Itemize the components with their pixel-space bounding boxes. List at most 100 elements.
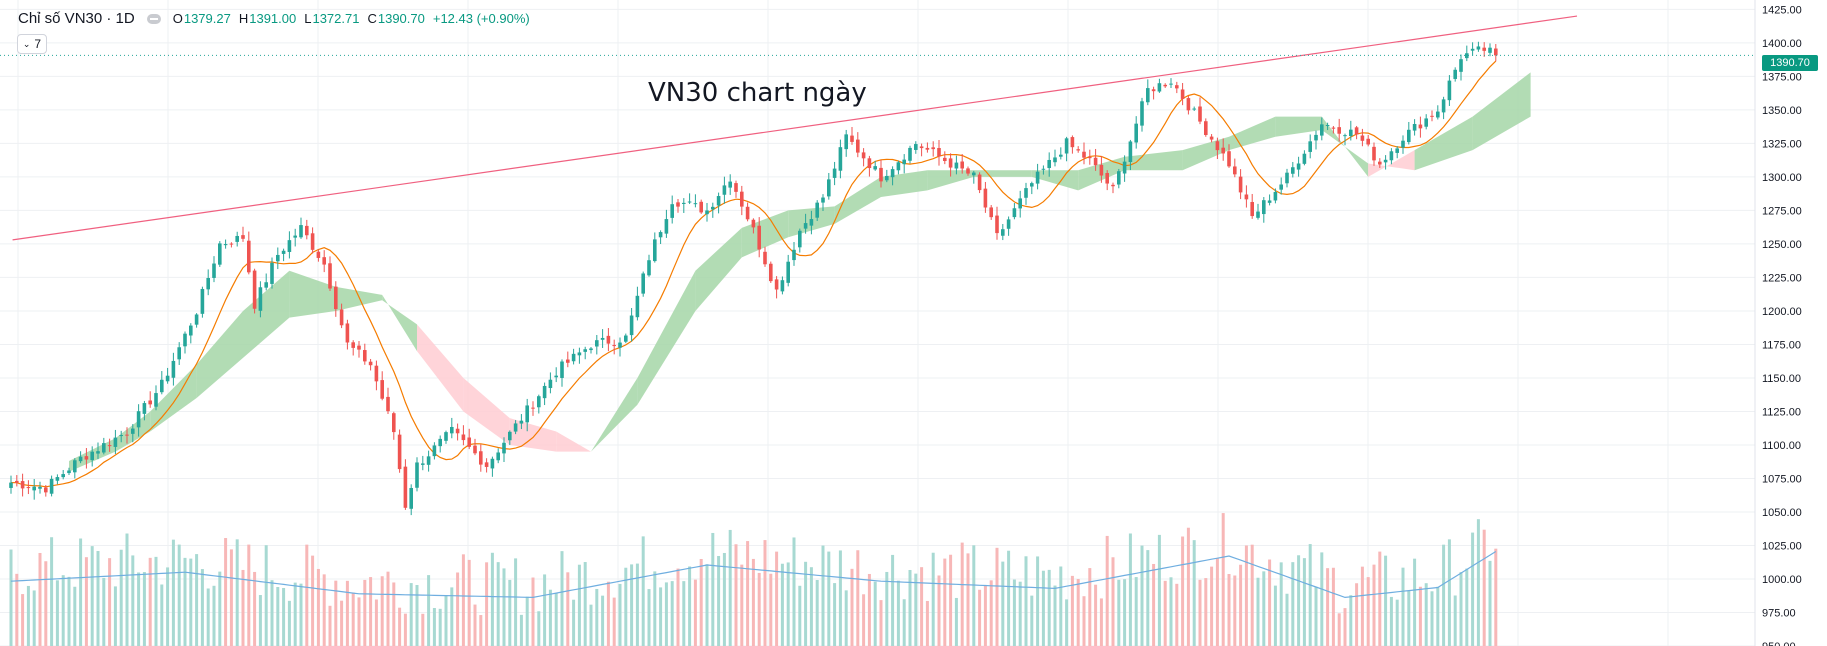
- candle-body: [392, 413, 396, 433]
- candle-body: [827, 179, 831, 197]
- volume-bar: [746, 541, 750, 646]
- candle-body: [432, 445, 437, 457]
- candle-body: [740, 191, 744, 207]
- candle-body: [1047, 159, 1051, 169]
- candle-body: [676, 202, 680, 207]
- volume-bar: [1244, 545, 1248, 646]
- candle-body: [229, 243, 234, 245]
- y-tick-label: 1125.00: [1762, 406, 1801, 418]
- volume-bar: [833, 583, 837, 646]
- candle-body: [322, 257, 326, 265]
- candle-body: [328, 263, 332, 289]
- candle-body: [160, 379, 164, 393]
- volume-bar: [1494, 548, 1498, 646]
- volume-bar: [67, 576, 71, 646]
- candle-body: [345, 323, 350, 343]
- candle-body: [1314, 134, 1318, 141]
- low-value: 1372.71: [312, 11, 360, 26]
- volume-bar: [1041, 570, 1045, 646]
- candle-body: [1279, 184, 1283, 190]
- candle-body: [363, 350, 367, 362]
- candle-body: [67, 470, 71, 474]
- volume-bar: [1343, 608, 1347, 646]
- candle-body: [165, 375, 170, 382]
- candle-body: [241, 235, 245, 239]
- volume-bar: [1082, 596, 1086, 646]
- volume-bar: [635, 563, 639, 646]
- candle-body: [687, 201, 692, 203]
- volume-bar: [421, 613, 425, 646]
- candle-body: [954, 162, 959, 169]
- ichimoku-cloud-segment: [289, 270, 336, 318]
- candle-body: [1424, 118, 1428, 127]
- volume-bar: [1146, 550, 1150, 646]
- volume-bar: [821, 545, 825, 646]
- volume-bar: [50, 537, 54, 646]
- candle-body: [55, 477, 60, 481]
- candle-body: [1018, 198, 1022, 209]
- candle-body: [902, 159, 906, 165]
- volume-bar: [1007, 550, 1011, 646]
- candle-body: [792, 249, 796, 261]
- volume-bar: [949, 554, 953, 646]
- candle-body: [1082, 151, 1086, 158]
- candle-body: [1296, 163, 1301, 170]
- candle-body: [1453, 69, 1457, 79]
- candle-body: [1041, 168, 1046, 170]
- open-value: 1379.27: [183, 11, 231, 26]
- candle-body: [612, 345, 616, 347]
- volume-bar: [943, 558, 947, 646]
- candle-body: [1030, 183, 1034, 187]
- candle-body: [966, 168, 970, 174]
- volume-bar: [1221, 513, 1225, 646]
- candle-body: [131, 428, 135, 434]
- candle-body: [1488, 47, 1492, 53]
- chart-annotation-text[interactable]: VN30 chart ngày: [648, 78, 867, 108]
- candle-body: [809, 219, 814, 226]
- volume-bar: [815, 579, 819, 646]
- volume-bar: [1418, 586, 1422, 646]
- volume-bar: [920, 567, 924, 646]
- candle-body: [1227, 151, 1231, 167]
- candle-body: [26, 487, 31, 489]
- volume-bar: [925, 600, 929, 646]
- volume-bar: [403, 613, 407, 646]
- candle-body: [1430, 115, 1434, 117]
- volume-bar: [931, 552, 935, 646]
- candle-body: [972, 172, 976, 176]
- indicators-toggle-button[interactable]: ⌄ 7: [17, 34, 47, 54]
- trend-line[interactable]: [12, 15, 1578, 241]
- y-tick-label: 1025.00: [1762, 540, 1802, 552]
- symbol-label[interactable]: Chỉ số VN30 · 1D: [18, 10, 135, 27]
- close-key: C: [367, 11, 377, 26]
- volume-bar: [508, 579, 512, 646]
- volume-bar: [84, 557, 88, 646]
- volume-bar: [705, 564, 709, 646]
- candle-body: [1088, 157, 1092, 159]
- candle-body: [977, 174, 982, 191]
- volume-bar: [1198, 579, 1202, 646]
- candle-body: [1331, 127, 1336, 129]
- volume-bar: [1413, 558, 1417, 646]
- volume-bar: [653, 571, 657, 646]
- volume-bar: [479, 615, 483, 646]
- candle-body: [1099, 164, 1104, 176]
- candle-body: [821, 197, 825, 203]
- volume-bar: [1372, 564, 1376, 646]
- candle-body: [1192, 108, 1196, 110]
- volume-bar: [1308, 544, 1312, 646]
- volume-bar: [1192, 540, 1196, 646]
- visibility-eye-icon[interactable]: [146, 13, 161, 24]
- candle-body: [1459, 59, 1463, 72]
- candle-body: [798, 230, 802, 248]
- volume-bar: [1366, 577, 1370, 646]
- ichimoku-cloud-segment: [741, 210, 789, 258]
- candle-body: [867, 158, 872, 169]
- candle-body: [1122, 161, 1127, 174]
- candle-body: [983, 188, 988, 208]
- volume-bar: [757, 572, 761, 646]
- candle-body: [1436, 111, 1440, 118]
- candle-body: [177, 347, 181, 360]
